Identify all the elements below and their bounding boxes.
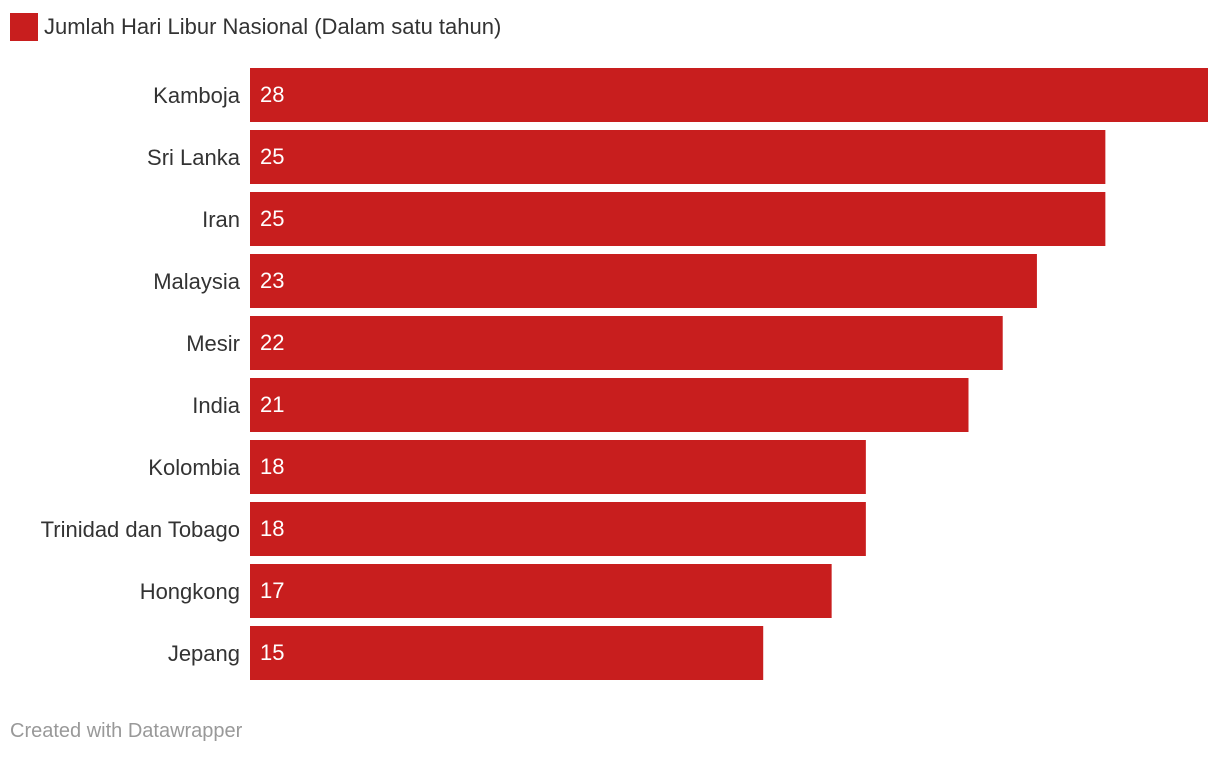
bar-value-label: 17	[260, 578, 284, 603]
legend-swatch	[10, 13, 38, 41]
bar-value-label: 18	[260, 454, 284, 479]
chart-legend: Jumlah Hari Libur Nasional (Dalam satu t…	[10, 12, 501, 42]
bar-value-label: 25	[260, 206, 284, 231]
bar-chart: Kamboja 28 Sri Lanka 25 Iran 25 Malaysia 23 Mesi…	[41, 68, 1208, 680]
footer-credit: Created with Datawrapper	[10, 720, 243, 742]
category-label: Iran	[202, 207, 240, 232]
category-label: Kolombia	[148, 455, 240, 480]
category-label: Kamboja	[153, 83, 241, 108]
category-label: Jepang	[168, 641, 240, 666]
bar	[250, 130, 1106, 184]
bar	[250, 502, 866, 556]
category-label: Mesir	[186, 331, 240, 356]
bar-value-label: 15	[260, 640, 284, 665]
bar	[250, 68, 1208, 122]
category-label: India	[192, 393, 240, 418]
bar-value-label: 23	[260, 268, 284, 293]
legend-label: Jumlah Hari Libur Nasional (Dalam satu t…	[44, 14, 502, 39]
bar-value-label: 18	[260, 516, 284, 541]
bar-value-label: 22	[260, 330, 284, 355]
category-label: Malaysia	[153, 269, 241, 294]
bar	[250, 626, 764, 680]
bar	[250, 564, 832, 618]
bar-value-label: 25	[260, 144, 284, 169]
category-label: Trinidad dan Tobago	[41, 517, 240, 542]
category-label: Sri Lanka	[147, 145, 241, 170]
bar-value-label: 21	[260, 392, 284, 417]
bar	[250, 378, 969, 432]
category-label: Hongkong	[140, 579, 240, 604]
bar	[250, 316, 1003, 370]
bar	[250, 254, 1037, 308]
bar	[250, 440, 866, 494]
bar	[250, 192, 1106, 246]
bar-value-label: 28	[260, 82, 284, 107]
